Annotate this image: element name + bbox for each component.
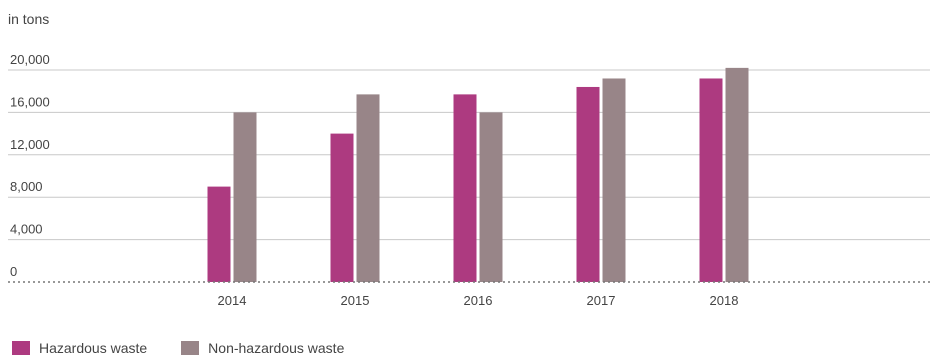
y-axis-tick-labels: 0 4,000 8,000 12,000 16,000 20,000 [10, 52, 50, 279]
y-tick-label: 0 [10, 264, 17, 279]
bar-hazardous-waste [453, 94, 477, 282]
y-tick-label: 20,000 [10, 52, 50, 67]
legend-item-non-hazardous: Non-hazardous waste [181, 340, 344, 356]
bar-non-hazardous-waste [602, 78, 626, 282]
legend-label-hazardous: Hazardous waste [39, 340, 148, 356]
y-tick-label: 16,000 [10, 94, 50, 109]
bar-chart: in tons 0 4,000 8,000 12,000 16,000 20,000 20… [8, 11, 930, 308]
legend-swatch-hazardous [12, 341, 30, 355]
y-tick-label: 4,000 [10, 222, 43, 237]
x-tick-label: 2016 [464, 293, 493, 308]
x-axis-tick-labels: 2014 2015 2016 2017 2018 [218, 293, 739, 308]
bar-hazardous-waste [699, 78, 723, 282]
legend: Hazardous waste Non-hazardous waste [12, 340, 344, 356]
x-tick-label: 2018 [710, 293, 739, 308]
bar-non-hazardous-waste [356, 94, 380, 282]
bar-hazardous-waste [330, 133, 354, 282]
y-tick-label: 8,000 [10, 179, 43, 194]
legend-swatch-non-hazardous [181, 341, 200, 355]
y-tick-label: 12,000 [10, 137, 50, 152]
legend-item-hazardous: Hazardous waste [12, 340, 147, 356]
bar-non-hazardous-waste [233, 112, 257, 283]
x-tick-label: 2015 [341, 293, 370, 308]
bar-hazardous-waste [207, 186, 231, 282]
y-axis-unit-label: in tons [8, 11, 49, 27]
bars [207, 67, 749, 283]
legend-label-non-hazardous: Non-hazardous waste [208, 340, 345, 356]
x-tick-label: 2014 [218, 293, 247, 308]
bar-non-hazardous-waste [479, 112, 503, 283]
bar-non-hazardous-waste [725, 67, 749, 282]
bar-hazardous-waste [576, 86, 600, 283]
x-tick-label: 2017 [587, 293, 616, 308]
